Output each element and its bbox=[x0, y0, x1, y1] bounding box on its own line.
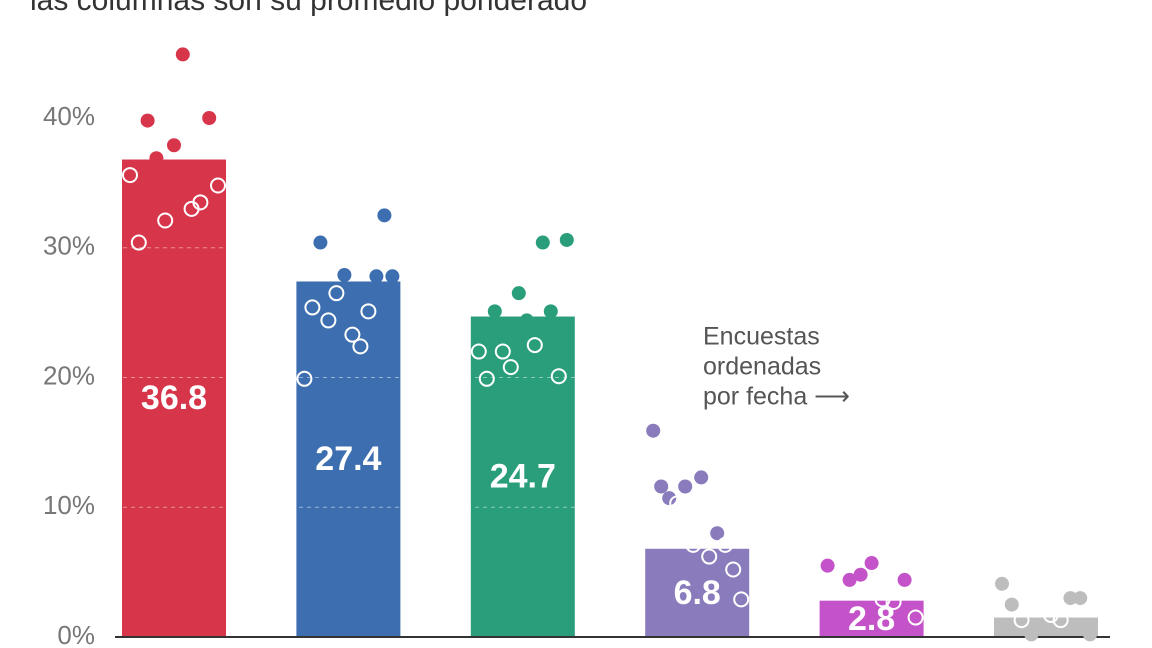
poll-dot-open bbox=[1033, 596, 1050, 613]
poll-dot-open bbox=[478, 370, 495, 387]
poll-dot bbox=[140, 113, 155, 128]
poll-dot bbox=[1073, 591, 1088, 606]
poll-dot-open bbox=[494, 343, 511, 360]
value-label: 6.8 bbox=[674, 574, 721, 612]
poll-dot-open bbox=[885, 593, 902, 610]
poll-dot-open bbox=[717, 536, 734, 553]
poll-dot bbox=[535, 235, 550, 250]
poll-dot-open bbox=[130, 234, 147, 251]
value-label: 2.8 bbox=[848, 600, 895, 638]
value-label: 36.8 bbox=[141, 379, 207, 417]
poll-dot-open bbox=[328, 285, 345, 302]
poll-dot-open bbox=[502, 359, 519, 376]
poll-dot bbox=[995, 576, 1009, 591]
poll-dot-open bbox=[360, 303, 377, 320]
poll-dot bbox=[202, 111, 217, 125]
annotation: Encuestas bbox=[703, 323, 820, 351]
poll-dot-open bbox=[725, 561, 742, 578]
poll-dot bbox=[662, 491, 677, 506]
poll-dot bbox=[519, 313, 534, 328]
poll-dot bbox=[337, 267, 352, 282]
chart-subtitle: las columnas son su promedio ponderado bbox=[30, 0, 587, 17]
poll-dot bbox=[1083, 627, 1097, 642]
poll-dot bbox=[559, 232, 574, 247]
poll-dot-open bbox=[344, 326, 361, 343]
poll-dot-open bbox=[907, 609, 924, 626]
poll-dot-open bbox=[701, 548, 718, 565]
poll-dot-open bbox=[526, 337, 543, 354]
poll-dot bbox=[678, 479, 693, 494]
poll-dot bbox=[385, 269, 400, 284]
poll-dot-open bbox=[874, 591, 891, 608]
y-tick-label: 20% bbox=[43, 360, 95, 390]
poll-dot-open bbox=[296, 370, 313, 387]
poll-dot bbox=[487, 304, 502, 319]
poll-dot bbox=[511, 286, 526, 301]
bar bbox=[819, 600, 924, 637]
poll-dot-open bbox=[352, 338, 369, 355]
poll-dot bbox=[369, 269, 384, 284]
bar bbox=[122, 159, 226, 637]
poll-dot bbox=[853, 567, 868, 582]
poll-dot-open bbox=[304, 299, 321, 316]
poll-dot bbox=[864, 556, 879, 571]
poll-dot-open bbox=[733, 591, 750, 608]
poll-dot-open bbox=[1013, 612, 1030, 629]
poll-dot-open bbox=[1052, 612, 1069, 629]
bar bbox=[994, 617, 1098, 637]
poll-dot bbox=[543, 304, 558, 319]
value-label: 27.4 bbox=[315, 440, 381, 478]
poll-dot bbox=[175, 47, 190, 62]
poll-dot-open bbox=[470, 343, 487, 360]
poll-dot-open bbox=[157, 212, 174, 229]
annotation: ordenadas bbox=[703, 353, 821, 381]
y-tick-label: 30% bbox=[43, 231, 95, 261]
poll-dot-open bbox=[669, 495, 686, 512]
poll-dot bbox=[377, 208, 392, 223]
poll-dot-open bbox=[1042, 606, 1059, 623]
y-tick-label: 0% bbox=[57, 620, 95, 648]
poll-dot-open bbox=[192, 194, 209, 211]
poll-dot bbox=[897, 572, 912, 587]
poll-dot bbox=[694, 470, 709, 485]
poll-dot bbox=[1063, 591, 1078, 606]
y-tick-label: 10% bbox=[43, 490, 95, 520]
poll-dot bbox=[1004, 597, 1019, 612]
poll-dot bbox=[654, 479, 669, 494]
poll-dot bbox=[1024, 627, 1039, 642]
poll-dot bbox=[842, 572, 857, 587]
value-label: 24.7 bbox=[490, 458, 556, 496]
poll-dot-open bbox=[122, 167, 138, 184]
poll-dot bbox=[313, 235, 328, 250]
poll-dot-open bbox=[685, 536, 702, 553]
poll-dot-open bbox=[550, 368, 567, 385]
poll-dot-open bbox=[830, 580, 847, 597]
poll-dot bbox=[710, 526, 725, 541]
y-tick-label: 40% bbox=[43, 101, 95, 131]
annotation: por fecha ⟶ bbox=[703, 383, 850, 411]
poll-dot-open bbox=[320, 312, 337, 329]
poll-dot bbox=[646, 423, 661, 438]
poll-dot bbox=[820, 558, 835, 573]
poll-dot bbox=[167, 138, 181, 153]
poll-dot-open bbox=[210, 177, 226, 194]
poll-dot bbox=[149, 151, 164, 166]
